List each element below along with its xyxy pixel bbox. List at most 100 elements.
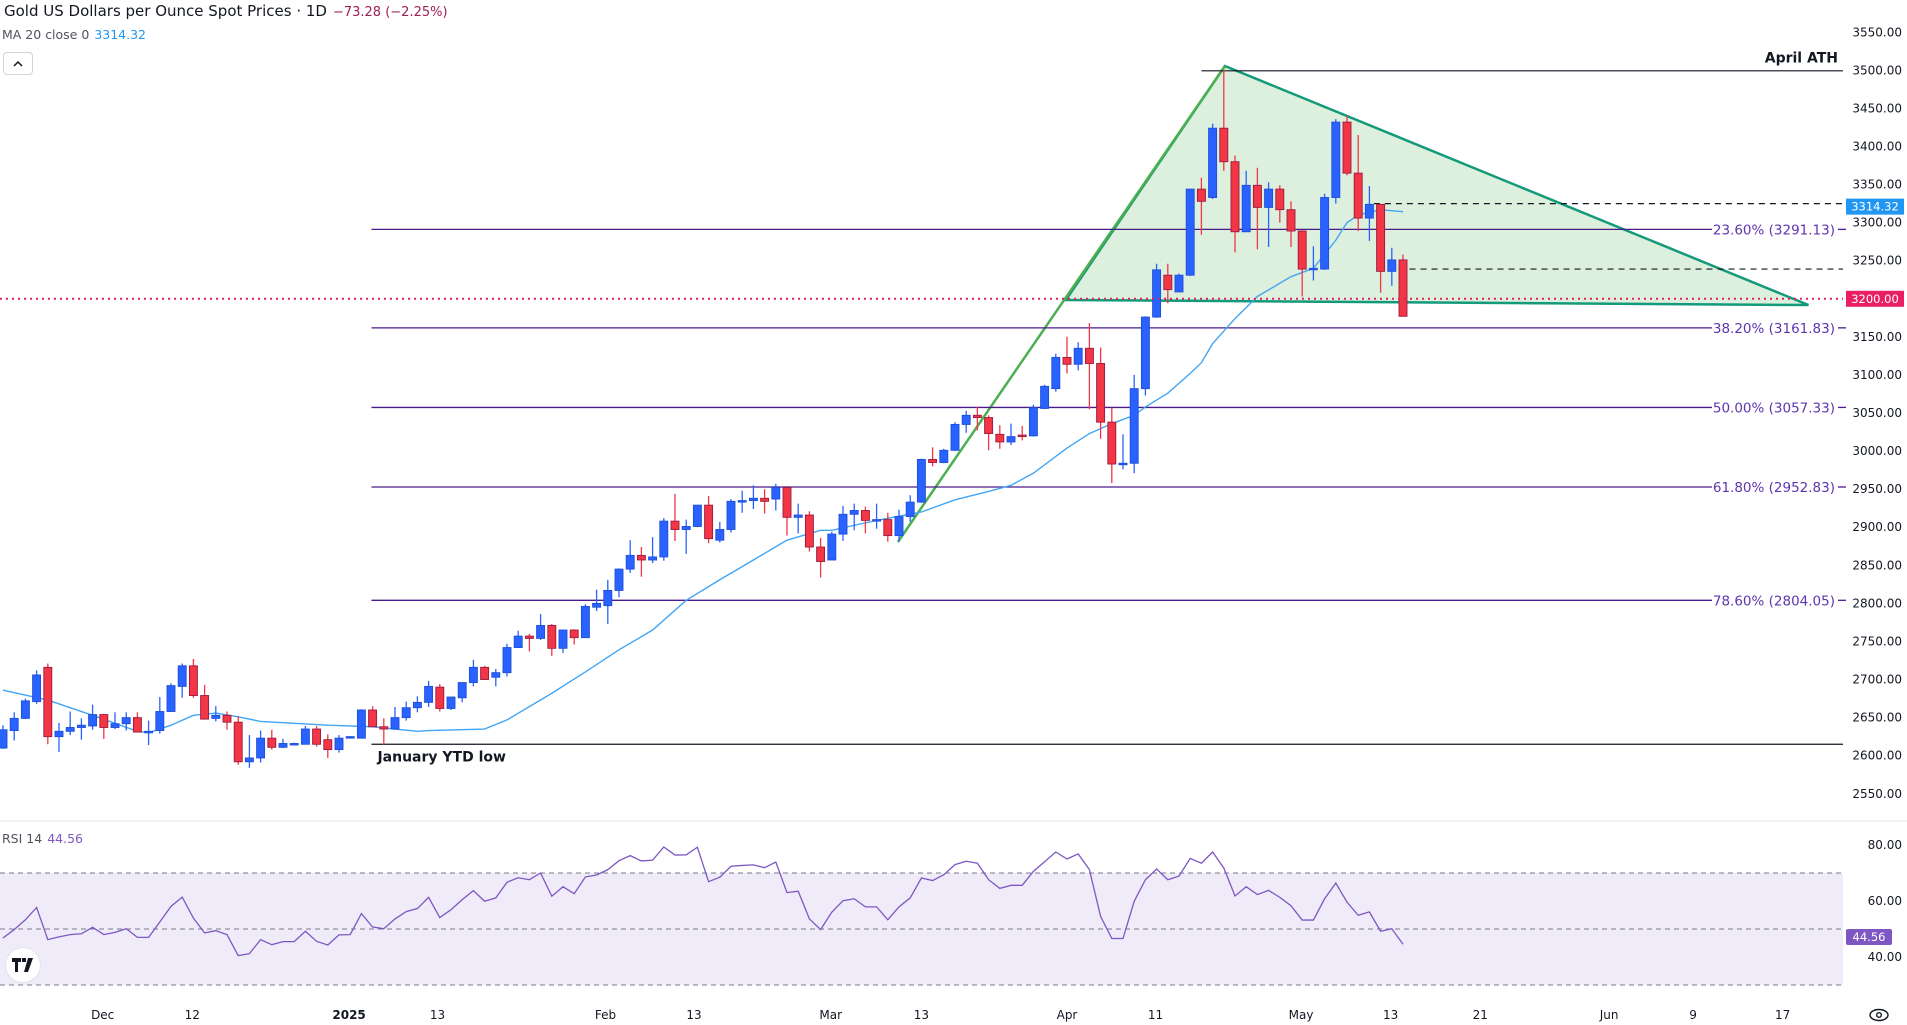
candle-up[interactable] xyxy=(827,531,837,561)
candle-up[interactable] xyxy=(1208,123,1218,200)
candle-up[interactable] xyxy=(1320,193,1330,270)
candle-down[interactable] xyxy=(1286,201,1296,247)
candle-up[interactable] xyxy=(625,540,635,573)
candle-up[interactable] xyxy=(244,735,254,768)
candle-up[interactable] xyxy=(1364,186,1374,241)
candle-down[interactable] xyxy=(99,713,109,739)
rsi-legend[interactable]: RSI 14 44.56 xyxy=(2,831,83,846)
candle-up[interactable] xyxy=(1174,273,1184,293)
candle-up[interactable] xyxy=(838,505,848,541)
tradingview-logo[interactable] xyxy=(6,948,40,982)
candle-down[interactable] xyxy=(1252,167,1262,250)
candle-down[interactable] xyxy=(928,447,938,467)
candle-down[interactable] xyxy=(1017,425,1027,441)
candle-up[interactable] xyxy=(211,706,221,722)
candle-up[interactable] xyxy=(1051,353,1061,392)
candle-down[interactable] xyxy=(1353,135,1363,232)
candle-up[interactable] xyxy=(1241,170,1251,233)
candle-up[interactable] xyxy=(1387,247,1397,286)
candle-up[interactable] xyxy=(737,490,747,513)
candle-up[interactable] xyxy=(748,485,758,509)
candle-up[interactable] xyxy=(894,509,904,542)
candle-down[interactable] xyxy=(222,711,232,730)
chart-settings-eye-icon[interactable] xyxy=(1868,1007,1890,1023)
candle-up[interactable] xyxy=(144,720,154,746)
candle-up[interactable] xyxy=(446,696,456,710)
candle-down[interactable] xyxy=(995,425,1005,449)
candle-down[interactable] xyxy=(670,493,680,541)
candle-down[interactable] xyxy=(267,729,277,750)
candle-up[interactable] xyxy=(1040,384,1050,410)
candle-down[interactable] xyxy=(188,658,198,698)
candle-up[interactable] xyxy=(0,725,8,749)
candle-up[interactable] xyxy=(502,643,512,677)
candle-up[interactable] xyxy=(692,504,702,528)
candle-up[interactable] xyxy=(950,422,960,452)
candle-up[interactable] xyxy=(939,448,949,464)
candle-up[interactable] xyxy=(1118,434,1128,470)
candle-up[interactable] xyxy=(356,709,366,739)
candle-up[interactable] xyxy=(580,604,590,639)
candle-down[interactable] xyxy=(883,512,893,542)
candle-down[interactable] xyxy=(312,725,322,747)
candle-down[interactable] xyxy=(200,684,210,720)
candle-up[interactable] xyxy=(536,614,546,640)
candle-up[interactable] xyxy=(916,458,926,503)
candle-up[interactable] xyxy=(412,696,422,713)
candle-down[interactable] xyxy=(1084,323,1094,410)
candle-down[interactable] xyxy=(132,712,142,733)
candle-up[interactable] xyxy=(614,568,624,598)
candle-up[interactable] xyxy=(1129,374,1139,474)
candle-down[interactable] xyxy=(1342,116,1352,176)
candle-down[interactable] xyxy=(368,706,378,728)
candle-up[interactable] xyxy=(872,503,882,529)
candle-up[interactable] xyxy=(20,698,30,720)
candle-up[interactable] xyxy=(1006,423,1016,445)
candle-up[interactable] xyxy=(390,706,400,730)
candle-down[interactable] xyxy=(704,496,714,544)
candle-up[interactable] xyxy=(289,742,299,746)
candle-up[interactable] xyxy=(334,735,344,753)
candle-up[interactable] xyxy=(424,681,434,707)
candle-down[interactable] xyxy=(1230,155,1240,253)
candle-up[interactable] xyxy=(300,725,310,745)
candle-up[interactable] xyxy=(1185,188,1195,276)
candle-down[interactable] xyxy=(480,665,490,680)
time-axis[interactable]: Dec 12 2025 13 Feb 13 Mar 13 Apr 11 May 13 21 Jun 9 17 xyxy=(91,1008,1790,1022)
candle-up[interactable] xyxy=(1028,404,1038,437)
candle-down[interactable] xyxy=(1219,70,1229,171)
rising-trendline[interactable] xyxy=(896,65,1226,543)
candle-down[interactable] xyxy=(43,663,53,745)
candle-down[interactable] xyxy=(323,734,333,758)
candle-up[interactable] xyxy=(9,712,19,741)
candle-up[interactable] xyxy=(715,521,725,543)
candle-up[interactable] xyxy=(1264,182,1274,247)
candle-down[interactable] xyxy=(984,415,994,451)
candle-down[interactable] xyxy=(435,684,445,712)
candle-up[interactable] xyxy=(905,495,915,522)
candle-up[interactable] xyxy=(659,518,669,561)
candle-up[interactable] xyxy=(1140,316,1150,396)
candle-up[interactable] xyxy=(1308,246,1318,281)
candle-down[interactable] xyxy=(816,537,826,578)
candle-up[interactable] xyxy=(1152,263,1162,318)
candle-up[interactable] xyxy=(155,697,165,734)
candle-up[interactable] xyxy=(76,718,86,740)
candle-down[interactable] xyxy=(233,716,243,765)
candle-up[interactable] xyxy=(961,410,971,433)
candle-down[interactable] xyxy=(547,623,557,656)
candle-up[interactable] xyxy=(558,629,568,653)
price-axis[interactable]: 80.00 60.00 40.00 44.56 3550.00 3500.00 3450.0… xyxy=(1846,25,1904,964)
candle-down[interactable] xyxy=(1096,347,1106,439)
candle-up[interactable] xyxy=(468,659,478,687)
candle-up[interactable] xyxy=(793,503,803,534)
candle-down[interactable] xyxy=(972,406,982,431)
candle-down[interactable] xyxy=(782,486,792,536)
candle-up[interactable] xyxy=(681,519,691,554)
candle-up[interactable] xyxy=(121,712,131,731)
candle-down[interactable] xyxy=(1376,203,1386,293)
candle-down[interactable] xyxy=(860,506,870,534)
candle-down[interactable] xyxy=(1062,336,1072,374)
candle-up[interactable] xyxy=(32,670,42,704)
